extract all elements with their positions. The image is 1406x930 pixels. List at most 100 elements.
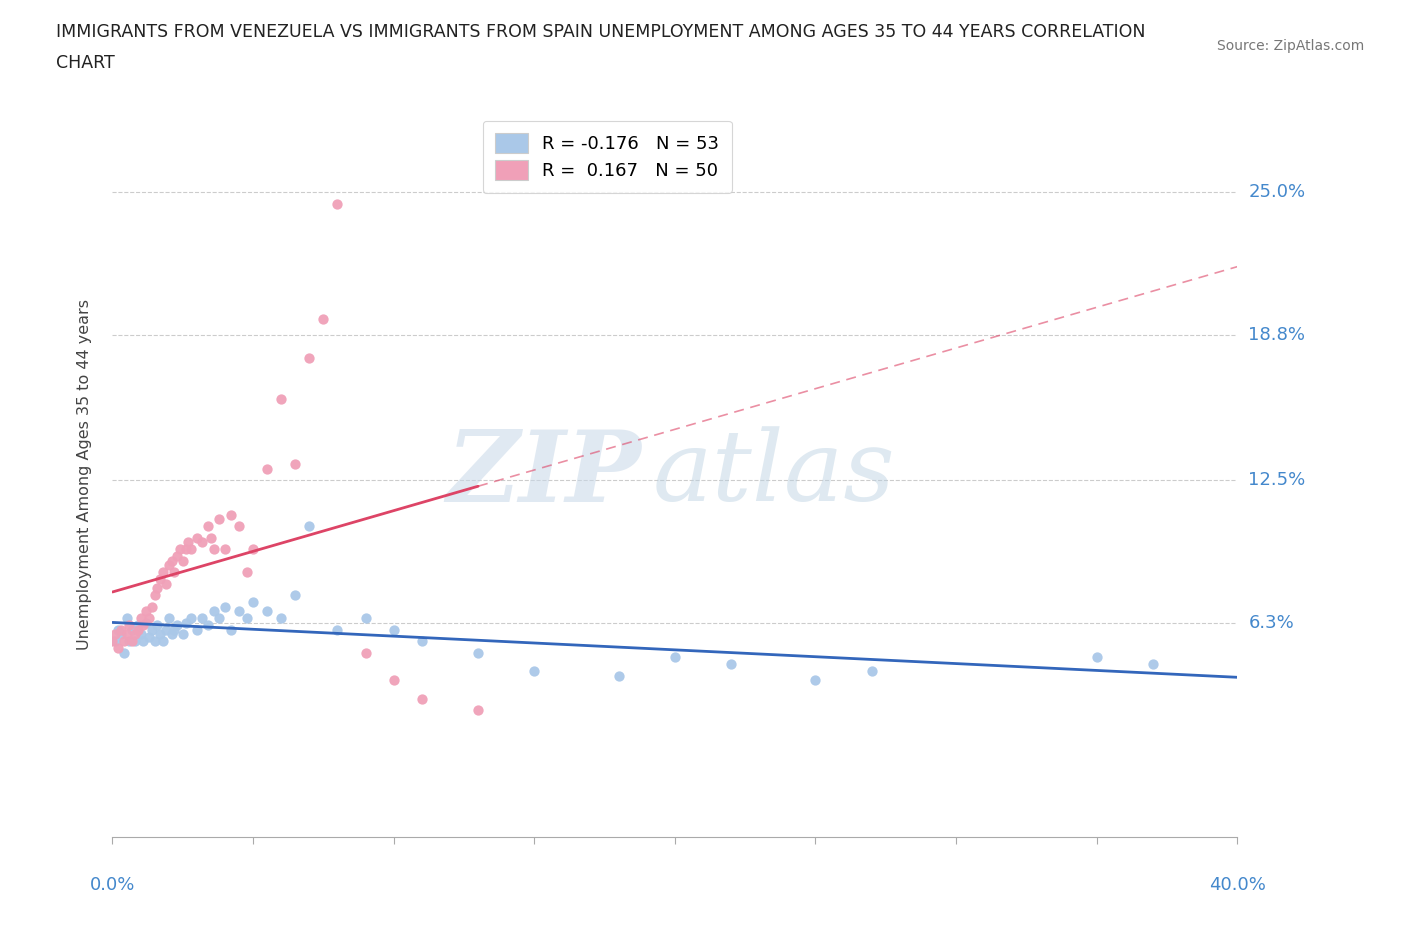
Point [219,622,242,637]
Point [143,634,166,649]
Text: 0.0%: 0.0% [90,876,135,894]
Y-axis label: Unemployment Among Ages 35 to 44 years: Unemployment Among Ages 35 to 44 years [77,299,91,650]
Point [172,553,194,568]
Point [138,611,160,626]
Text: IMMIGRANTS FROM VENEZUELA VS IMMIGRANTS FROM SPAIN UNEMPLOYMENT AMONG AGES 35 TO: IMMIGRANTS FROM VENEZUELA VS IMMIGRANTS … [56,23,1146,41]
Point [110,627,132,642]
Point [270,611,292,626]
Point [141,599,163,614]
Point [256,604,278,618]
Point [132,634,155,649]
Point [720,657,742,671]
Point [284,588,307,603]
Point [382,673,405,688]
Point [163,622,186,637]
Point [197,519,219,534]
Point [118,634,141,649]
Point [236,565,259,579]
Point [354,645,377,660]
Text: 6.3%: 6.3% [1249,614,1294,631]
Text: 18.8%: 18.8% [1249,326,1305,344]
Point [1142,657,1164,671]
Point [146,581,169,596]
Point [149,627,172,642]
Point [312,312,335,326]
Point [467,703,489,718]
Point [607,669,630,684]
Point [127,622,149,637]
Point [270,392,292,407]
Point [169,541,191,556]
Point [411,691,433,706]
Text: CHART: CHART [56,54,115,72]
Point [160,553,183,568]
Point [127,618,149,632]
Point [118,618,141,632]
Point [174,541,197,556]
Point [326,622,349,637]
Point [242,541,264,556]
Legend: R = -0.176   N = 53, R =  0.167   N = 50: R = -0.176 N = 53, R = 0.167 N = 50 [482,121,733,193]
Point [104,634,127,649]
Point [186,530,208,545]
Point [1085,650,1108,665]
Point [208,611,231,626]
Point [149,572,172,587]
Point [112,634,135,649]
Point [180,541,202,556]
Point [143,588,166,603]
Point [146,618,169,632]
Point [197,618,219,632]
Point [284,457,307,472]
Point [214,599,236,614]
Point [411,634,433,649]
Point [132,618,155,632]
Point [228,604,250,618]
Point [157,558,180,573]
Point [177,535,200,550]
Point [135,604,157,618]
Point [202,604,225,618]
Text: atlas: atlas [652,427,896,522]
Point [124,634,146,649]
Point [129,627,152,642]
Text: 40.0%: 40.0% [1209,876,1265,894]
Text: 25.0%: 25.0% [1249,183,1306,201]
Point [104,627,127,642]
Text: ZIP: ZIP [446,426,641,523]
Point [228,519,250,534]
Point [382,622,405,637]
Text: 12.5%: 12.5% [1249,472,1306,489]
Point [664,650,686,665]
Point [200,530,222,545]
Point [298,351,321,365]
Point [155,577,177,591]
Point [124,627,146,642]
Point [121,622,143,637]
Point [138,630,160,644]
Point [152,565,174,579]
Point [174,616,197,631]
Point [101,634,124,649]
Point [326,196,349,211]
Point [191,535,214,550]
Point [523,664,546,679]
Point [180,611,202,626]
Point [242,594,264,609]
Point [115,627,138,642]
Point [160,627,183,642]
Point [186,622,208,637]
Text: Source: ZipAtlas.com: Source: ZipAtlas.com [1216,39,1364,53]
Point [110,622,132,637]
Point [112,645,135,660]
Point [166,549,188,564]
Point [202,541,225,556]
Point [219,507,242,522]
Point [152,634,174,649]
Point [155,622,177,637]
Point [208,512,231,526]
Point [166,618,188,632]
Point [256,461,278,476]
Point [214,541,236,556]
Point [236,611,259,626]
